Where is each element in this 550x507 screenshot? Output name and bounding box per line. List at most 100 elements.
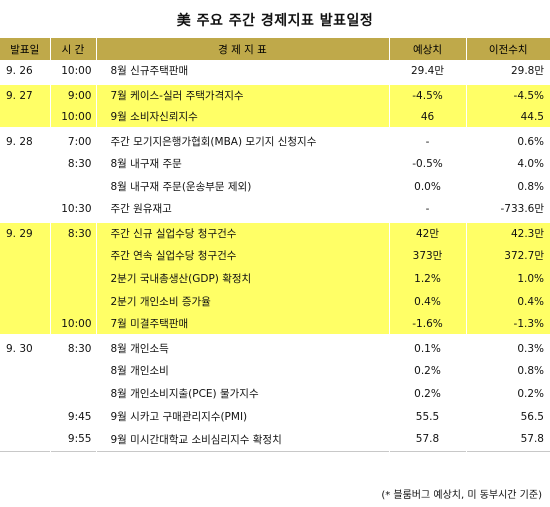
row-expected: 29.4만 (388, 60, 466, 83)
row-expected: 46 (388, 106, 466, 129)
table-row: 2분기 개인소비 증가율 0.4% 0.4% (0, 290, 550, 313)
row-date: 9. 27 (6, 89, 33, 102)
row-previous: 29.8만 (465, 60, 550, 83)
row-date (0, 152, 50, 175)
row-date: 9. 29 (6, 227, 33, 240)
row-date (0, 175, 50, 198)
row-time: 10:00 (49, 313, 96, 336)
row-indicator: 9월 시카고 구매관리지수(PMI) (95, 405, 389, 428)
row-previous: 56.5 (465, 405, 550, 428)
row-previous: 4.0% (465, 152, 550, 175)
row-indicator: 9월 소비자신뢰지수 (95, 106, 389, 129)
row-previous: -1.3% (465, 313, 550, 336)
table-row: 주간 연속 실업수당 청구건수 373만 372.7만 (0, 244, 550, 267)
row-indicator: 9월 미시간대학교 소비심리지수 확정치 (95, 428, 389, 451)
row-date (0, 405, 50, 428)
row-indicator: 8월 신규주택판매 (95, 60, 389, 83)
row-time: 9:00 (49, 83, 96, 106)
row-time: 9:45 (49, 405, 96, 428)
row-indicator: 8월 개인소비지출(PCE) 물가지수 (95, 382, 389, 405)
table-row: 2분기 국내총생산(GDP) 확정치 1.2% 1.0% (0, 267, 550, 290)
row-previous: 44.5 (465, 106, 550, 129)
row-expected: 57.8 (388, 428, 466, 451)
table-row: 9. 29 8:30 주간 신규 실업수당 청구건수 42만 42.3만 (0, 221, 550, 244)
row-previous: -733.6만 (465, 198, 550, 221)
row-indicator: 주간 신규 실업수당 청구건수 (95, 221, 389, 244)
row-expected: 55.5 (388, 405, 466, 428)
row-previous: 0.3% (465, 336, 550, 359)
row-previous: -4.5% (465, 83, 550, 106)
row-expected: -0.5% (388, 152, 466, 175)
table-row: 9. 30 8:30 8월 개인소득 0.1% 0.3% (0, 336, 550, 359)
row-expected: 42만 (388, 221, 466, 244)
row-expected: 1.2% (388, 267, 466, 290)
row-date (0, 267, 50, 290)
table-row: 10:00 7월 미결주택판매 -1.6% -1.3% (0, 313, 550, 336)
row-previous: 0.8% (465, 175, 550, 198)
row-previous: 42.3만 (465, 221, 550, 244)
row-date: 9. 30 (6, 342, 33, 355)
row-time: 9:55 (49, 428, 96, 451)
row-previous: 1.0% (465, 267, 550, 290)
row-date: 9. 26 (6, 64, 33, 77)
row-time (49, 244, 96, 267)
table-row: 8월 내구재 주문(운송부문 제외) 0.0% 0.8% (0, 175, 550, 198)
table-row: 10:00 9월 소비자신뢰지수 46 44.5 (0, 106, 550, 129)
row-expected: 373만 (388, 244, 466, 267)
row-time (49, 290, 96, 313)
table-row: 9:55 9월 미시간대학교 소비심리지수 확정치 57.8 57.8 (0, 428, 550, 451)
row-date (0, 313, 50, 336)
row-time (49, 267, 96, 290)
row-date (0, 106, 50, 129)
row-date (0, 382, 50, 405)
row-expected: -1.6% (388, 313, 466, 336)
row-previous: 372.7만 (465, 244, 550, 267)
header-date: 발표일 (10, 43, 40, 56)
table-row: 8월 개인소비지출(PCE) 물가지수 0.2% 0.2% (0, 382, 550, 405)
row-expected: 0.2% (388, 359, 466, 382)
row-indicator: 8월 개인소득 (95, 336, 389, 359)
row-time: 8:30 (49, 152, 96, 175)
row-previous: 0.6% (465, 129, 550, 152)
table-row: 9. 27 9:00 7월 케이스-실러 주택가격지수 -4.5% -4.5% (0, 83, 550, 106)
row-expected: 0.0% (388, 175, 466, 198)
row-indicator: 주간 연속 실업수당 청구건수 (95, 244, 389, 267)
row-time (49, 175, 96, 198)
row-time: 7:00 (49, 129, 96, 152)
row-indicator: 주간 모기지은행가협회(MBA) 모기지 신청지수 (95, 129, 389, 152)
row-previous: 0.2% (465, 382, 550, 405)
row-previous: 0.4% (465, 290, 550, 313)
header-previous: 이전수치 (465, 38, 550, 60)
row-time (49, 359, 96, 382)
row-time: 10:00 (49, 106, 96, 129)
row-date (0, 198, 50, 221)
row-expected: - (388, 129, 466, 152)
table-row: 9. 28 7:00 주간 모기지은행가협회(MBA) 모기지 신청지수 - 0… (0, 129, 550, 152)
row-indicator: 8월 개인소비 (95, 359, 389, 382)
row-time: 10:30 (49, 198, 96, 221)
row-expected: 0.1% (388, 336, 466, 359)
row-time: 8:30 (49, 336, 96, 359)
header-indicator: 경 제 지 표 (95, 38, 389, 60)
row-indicator: 8월 내구재 주문 (95, 152, 389, 175)
table-row: 9:45 9월 시카고 구매관리지수(PMI) 55.5 56.5 (0, 405, 550, 428)
row-date (0, 290, 50, 313)
row-expected: 0.2% (388, 382, 466, 405)
economic-calendar-table: 발표일 시 간 경 제 지 표 예상치 이전수치 9. 26 10:00 8월 … (0, 38, 550, 452)
footnote: (* 블룸버그 예상치, 미 동부시간 기준) (381, 490, 542, 501)
row-previous: 57.8 (465, 428, 550, 451)
row-expected: - (388, 198, 466, 221)
row-time (49, 382, 96, 405)
table-row: 9. 26 10:00 8월 신규주택판매 29.4만 29.8만 (0, 60, 550, 83)
header-expected: 예상치 (388, 38, 466, 60)
row-expected: 0.4% (388, 290, 466, 313)
row-indicator: 7월 미결주택판매 (95, 313, 389, 336)
row-date (0, 359, 50, 382)
row-previous: 0.8% (465, 359, 550, 382)
row-date: 9. 28 (6, 135, 33, 148)
table-row: 8월 개인소비 0.2% 0.8% (0, 359, 550, 382)
table-row: 8:30 8월 내구재 주문 -0.5% 4.0% (0, 152, 550, 175)
table-header-row: 발표일 시 간 경 제 지 표 예상치 이전수치 (0, 38, 550, 60)
row-time: 8:30 (49, 221, 96, 244)
row-indicator: 2분기 국내총생산(GDP) 확정치 (95, 267, 389, 290)
